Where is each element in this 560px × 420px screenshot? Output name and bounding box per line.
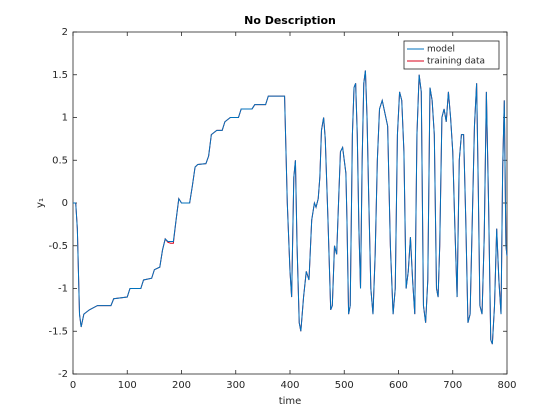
y-tick-label: 0 — [62, 198, 68, 209]
x-axis-label: time — [279, 396, 302, 407]
chart-title: No Description — [244, 14, 336, 27]
legend-label: model — [427, 45, 455, 55]
x-tick-label: 400 — [280, 380, 299, 391]
y-tick-label: 0.5 — [52, 155, 68, 166]
legend-label: training data — [427, 57, 485, 67]
plot-area — [72, 31, 508, 375]
x-tick-label: 300 — [226, 380, 245, 391]
x-tick-label: 600 — [389, 380, 408, 391]
y-tick-label: -1 — [58, 284, 68, 295]
y-axis-label: y₁ — [35, 198, 46, 208]
y-tick-label: 2 — [62, 27, 68, 38]
y-tick-label: -1.5 — [48, 326, 68, 337]
x-tick-label: 500 — [335, 380, 354, 391]
x-tick-label: 800 — [497, 380, 516, 391]
series-line — [73, 70, 508, 345]
y-tick-label: 1.5 — [52, 70, 68, 81]
y-tick-label: 1 — [62, 113, 68, 124]
y-tick-label: -2 — [58, 369, 68, 380]
x-tick-label: 0 — [70, 380, 76, 391]
y-tick-label: -0.5 — [48, 241, 68, 252]
x-tick-label: 700 — [443, 380, 462, 391]
x-tick-label: 200 — [172, 380, 191, 391]
legend-box — [403, 40, 500, 70]
x-tick-label: 100 — [118, 380, 137, 391]
